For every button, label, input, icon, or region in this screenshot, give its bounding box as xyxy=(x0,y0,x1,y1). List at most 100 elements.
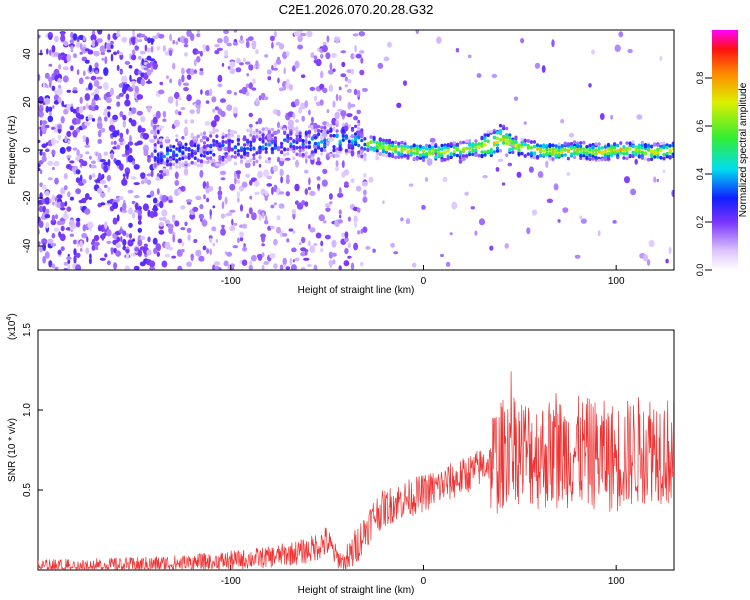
spectrogram-cell xyxy=(412,143,416,148)
spectrogram-cell xyxy=(41,184,47,190)
spectrogram-cell xyxy=(431,142,435,146)
spectrogram-cell xyxy=(266,183,273,187)
spectrogram-cell xyxy=(123,140,126,146)
spectrogram-cell xyxy=(212,138,216,143)
spectrogram-cell xyxy=(245,83,250,89)
spectrogram-cell xyxy=(72,90,78,94)
spectrogram-cell xyxy=(474,142,478,147)
spectrogram-cell xyxy=(193,156,197,160)
spectrogram-cell xyxy=(276,109,281,117)
spectrogram-cell xyxy=(340,73,347,78)
spectrogram-cell xyxy=(361,181,368,187)
spectrogram-cell xyxy=(437,147,441,152)
spectrogram-cell xyxy=(63,185,68,191)
spectrogram-cell xyxy=(172,153,176,158)
spectrogram-cell xyxy=(301,139,305,143)
spectrogram-cell xyxy=(128,222,133,228)
spectrogram-cell xyxy=(606,147,611,151)
spectrogram-cell xyxy=(319,83,325,90)
spectrogram-cell xyxy=(122,202,127,211)
spectrogram-cell xyxy=(295,126,299,130)
spectrogram-cell xyxy=(97,129,102,138)
spectrogram-cell xyxy=(144,176,148,184)
spectrogram-cell xyxy=(545,160,549,168)
spectrogram-cell xyxy=(209,88,213,97)
spectrogram-cell xyxy=(103,151,108,156)
spectrogram-cell xyxy=(240,35,243,41)
spectrogram-cell xyxy=(541,65,546,73)
spectrogram-cell xyxy=(495,146,500,151)
spectrogram-cell xyxy=(203,45,206,53)
spectrogram-cell xyxy=(153,156,157,160)
spectrogram-cell xyxy=(653,142,657,146)
spectrogram-cell xyxy=(424,155,429,159)
spectrogram-cell xyxy=(261,211,265,219)
spectrogram-cell xyxy=(344,148,348,153)
spectrogram-cell xyxy=(212,130,216,135)
spectrogram-cell xyxy=(51,137,56,146)
spectrogram-cell xyxy=(235,67,242,73)
spectrogram-cell xyxy=(129,134,132,143)
spectrogram-cell xyxy=(313,141,318,146)
spectrogram-cell xyxy=(307,130,311,135)
spectrogram-cell xyxy=(665,154,669,159)
spectrogram-cell xyxy=(116,197,120,203)
spectrogram-cell xyxy=(56,194,63,199)
spectrogram-cell xyxy=(140,116,146,123)
spectrogram-cell xyxy=(412,147,416,151)
spectrogram-cell xyxy=(310,116,314,124)
spectrogram-cell xyxy=(79,174,83,183)
spectrogram-cell xyxy=(214,106,219,111)
spectrogram-cell xyxy=(152,211,158,217)
spectrogram-cell xyxy=(286,238,290,243)
spectrogram-cell xyxy=(72,130,78,138)
spectrogram-cell xyxy=(255,159,259,164)
spectrogram-cell xyxy=(298,145,302,150)
spectrogram-cell xyxy=(286,138,290,142)
spectrogram-cell xyxy=(309,245,316,254)
spectrogram-cell xyxy=(394,147,398,151)
spectrogram-cell xyxy=(292,144,296,149)
spectrogram-cell xyxy=(161,209,168,217)
spectrogram-cell xyxy=(226,104,233,111)
spectrogram-cell xyxy=(152,116,158,125)
spectrogram-cell xyxy=(242,246,248,252)
spectrogram-cell xyxy=(600,157,604,162)
spectrogram-cell xyxy=(614,44,621,52)
spectrogram-cell xyxy=(199,153,203,158)
spectrogram-cell xyxy=(215,140,219,144)
spectrogram-cell xyxy=(159,200,164,209)
spectrogram-cell xyxy=(243,143,247,147)
spectrogram-cell xyxy=(221,135,225,140)
spectrogram-cell xyxy=(520,38,525,44)
spectrogram-cell xyxy=(181,136,185,140)
spectrogram-cell xyxy=(409,145,413,149)
spectrogram-cell xyxy=(178,157,182,161)
spectrogram-cell xyxy=(267,130,271,135)
spectrogram-cell xyxy=(637,154,641,158)
spectrogram-cell xyxy=(239,159,244,163)
spectrogram-cell xyxy=(412,151,416,155)
spectrogram-cell xyxy=(135,202,139,211)
spectrogram-cell xyxy=(622,152,626,156)
spectrogram-cell xyxy=(349,103,356,108)
spectrogram-cell xyxy=(116,144,121,150)
spectrogram-cell xyxy=(93,94,100,101)
spectrogram-cell xyxy=(38,168,41,172)
spectrogram-cell xyxy=(224,134,228,138)
spectrogram-cell xyxy=(597,146,601,150)
spectrogram-cell xyxy=(357,230,361,235)
spectrogram-cell xyxy=(121,209,128,213)
spectrogram-cell xyxy=(257,117,263,125)
spectrogram-cell xyxy=(110,40,114,45)
spectrogram-cell xyxy=(66,54,72,62)
spectrogram-cell xyxy=(174,91,180,100)
spectrogram-x-tick-label: 100 xyxy=(608,276,625,287)
spectrogram-cell xyxy=(108,124,116,132)
spectrogram-cell xyxy=(51,149,56,156)
spectrogram-cell xyxy=(560,119,565,124)
spectrogram-cell xyxy=(458,141,463,145)
spectrogram-cell xyxy=(597,150,601,154)
spectrogram-cell xyxy=(44,213,51,219)
spectrogram-cell xyxy=(282,51,288,60)
